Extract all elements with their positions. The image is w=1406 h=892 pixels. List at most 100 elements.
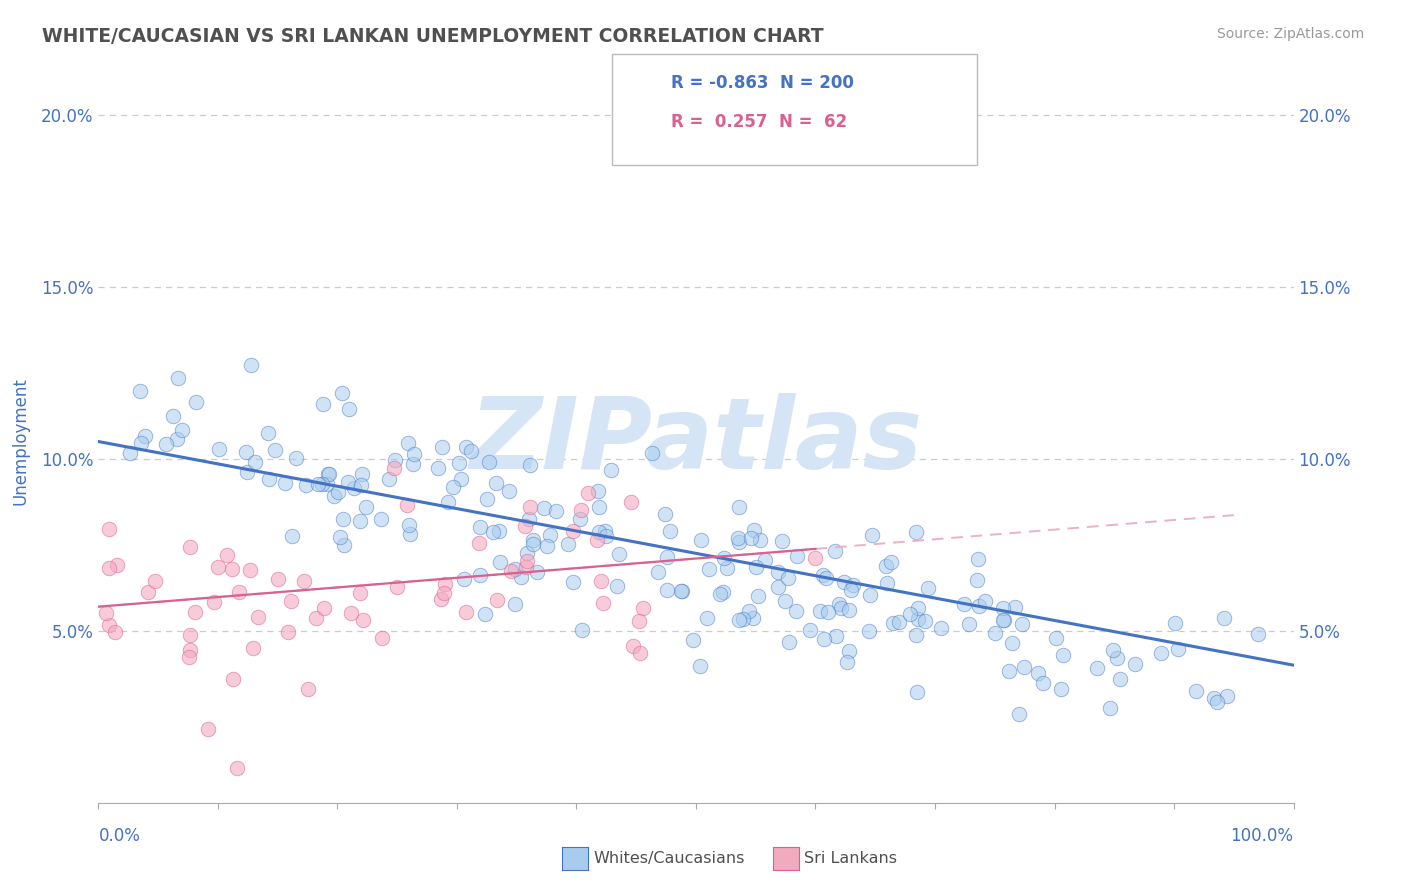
Point (239, 563, 262, 577)
Text: 0.0%: 0.0% (98, 827, 141, 845)
Point (384, 461, 406, 475)
Point (799, 623, 821, 637)
Point (370, 512, 392, 526)
Point (204, 595, 226, 609)
Point (155, 437, 177, 451)
Point (94, 606, 117, 620)
Point (1105, 651, 1128, 665)
Point (316, 467, 339, 482)
Point (515, 554, 537, 568)
Point (467, 535, 489, 549)
Point (297, 681, 319, 696)
Point (184, 395, 207, 409)
Point (588, 524, 610, 539)
Point (1045, 632, 1067, 646)
Point (858, 624, 880, 638)
Point (633, 601, 655, 615)
Point (1014, 660, 1036, 674)
Point (179, 650, 201, 665)
Point (526, 565, 548, 579)
Point (1150, 646, 1173, 660)
Point (595, 524, 617, 539)
Point (824, 544, 846, 558)
Point (538, 528, 561, 542)
Point (953, 598, 976, 612)
Point (1052, 648, 1074, 663)
Point (318, 467, 340, 481)
Point (929, 621, 952, 635)
Point (441, 480, 464, 494)
Point (589, 574, 612, 589)
Point (337, 475, 360, 489)
Point (513, 518, 536, 533)
Point (134, 429, 156, 443)
Point (907, 601, 929, 615)
Point (914, 614, 936, 628)
Point (647, 565, 669, 579)
Point (430, 591, 453, 606)
Y-axis label: Unemployment: Unemployment (11, 377, 30, 506)
Point (775, 593, 797, 607)
Point (778, 635, 800, 649)
Point (898, 607, 921, 622)
Text: Source: ZipAtlas.com: Source: ZipAtlas.com (1216, 27, 1364, 41)
Point (197, 723, 219, 737)
Point (453, 572, 475, 586)
Point (655, 582, 678, 597)
Point (711, 585, 734, 599)
Point (292, 574, 315, 588)
Point (727, 531, 749, 545)
Point (699, 562, 721, 576)
Point (785, 604, 807, 618)
Point (600, 463, 623, 477)
Text: 100.0%: 100.0% (1230, 827, 1294, 845)
Point (280, 594, 302, 608)
Point (267, 572, 290, 586)
Point (337, 402, 360, 417)
Point (859, 588, 882, 602)
Point (586, 483, 609, 498)
Point (179, 643, 201, 657)
Point (328, 484, 350, 499)
Point (509, 570, 531, 584)
Point (221, 562, 243, 576)
Point (562, 575, 585, 590)
Point (503, 597, 526, 611)
Point (1213, 611, 1236, 625)
Point (1164, 615, 1187, 630)
Point (654, 507, 676, 521)
Point (957, 616, 980, 631)
Point (460, 443, 482, 458)
Point (179, 628, 201, 642)
Point (488, 524, 510, 539)
Point (1004, 600, 1026, 615)
Point (1184, 683, 1206, 698)
Point (323, 489, 346, 503)
Point (609, 547, 631, 561)
Point (839, 582, 862, 597)
Point (641, 445, 664, 459)
Point (129, 384, 152, 398)
Point (786, 549, 808, 563)
Point (222, 672, 245, 686)
Point (967, 599, 990, 614)
Point (830, 600, 852, 615)
Point (305, 610, 328, 624)
Point (98, 522, 121, 536)
Point (136, 584, 159, 599)
Point (1011, 616, 1033, 631)
Point (813, 632, 835, 646)
Point (1098, 701, 1121, 715)
Point (284, 451, 307, 466)
Point (257, 472, 280, 486)
Point (354, 500, 377, 514)
Point (842, 577, 865, 591)
Point (588, 500, 610, 514)
Point (993, 614, 1015, 628)
Point (1206, 696, 1229, 710)
Point (1109, 673, 1132, 687)
Point (536, 540, 558, 554)
Point (384, 453, 406, 467)
Point (991, 601, 1014, 615)
Point (1102, 643, 1125, 657)
